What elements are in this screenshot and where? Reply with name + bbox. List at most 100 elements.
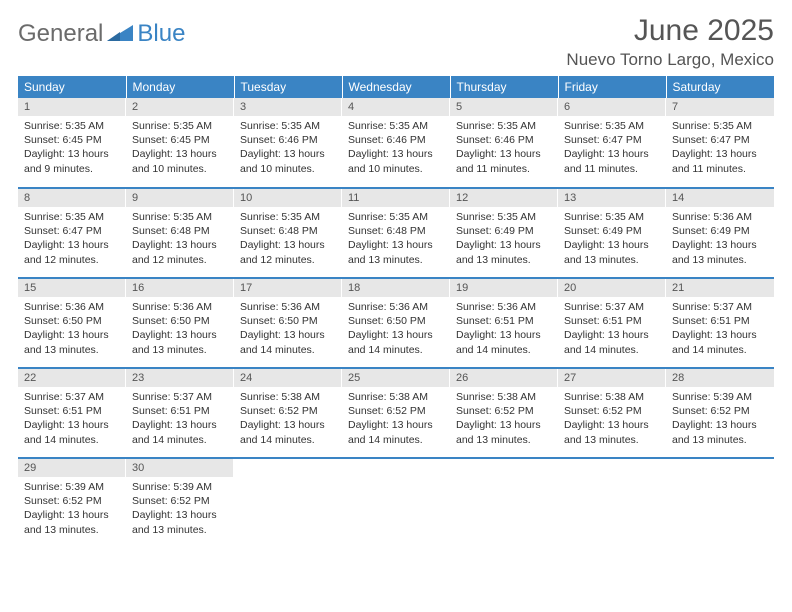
calendar-cell: 15Sunrise: 5:36 AMSunset: 6:50 PMDayligh… [18, 278, 126, 368]
logo-triangle-icon [107, 23, 133, 46]
day-number: 20 [558, 279, 666, 297]
weekday-header: Sunday [18, 76, 126, 98]
day-detail: Sunrise: 5:35 AMSunset: 6:45 PMDaylight:… [126, 116, 234, 182]
calendar-cell: 4Sunrise: 5:35 AMSunset: 6:46 PMDaylight… [342, 98, 450, 188]
page-title: June 2025 [566, 14, 774, 48]
day-number: 12 [450, 189, 558, 207]
day-detail: Sunrise: 5:35 AMSunset: 6:48 PMDaylight:… [342, 207, 450, 273]
logo-word-blue: Blue [137, 20, 185, 48]
day-detail: Sunrise: 5:36 AMSunset: 6:51 PMDaylight:… [450, 297, 558, 363]
day-detail: Sunrise: 5:37 AMSunset: 6:51 PMDaylight:… [558, 297, 666, 363]
day-number: 10 [234, 189, 342, 207]
day-detail: Sunrise: 5:35 AMSunset: 6:46 PMDaylight:… [450, 116, 558, 182]
day-detail: Sunrise: 5:36 AMSunset: 6:50 PMDaylight:… [342, 297, 450, 363]
calendar-row: 22Sunrise: 5:37 AMSunset: 6:51 PMDayligh… [18, 368, 774, 458]
calendar-cell: 8Sunrise: 5:35 AMSunset: 6:47 PMDaylight… [18, 188, 126, 278]
calendar-cell: 10Sunrise: 5:35 AMSunset: 6:48 PMDayligh… [234, 188, 342, 278]
day-detail: Sunrise: 5:39 AMSunset: 6:52 PMDaylight:… [18, 477, 126, 543]
calendar-cell: 23Sunrise: 5:37 AMSunset: 6:51 PMDayligh… [126, 368, 234, 458]
day-number: 27 [558, 369, 666, 387]
calendar-cell: 16Sunrise: 5:36 AMSunset: 6:50 PMDayligh… [126, 278, 234, 368]
day-detail: Sunrise: 5:36 AMSunset: 6:50 PMDaylight:… [18, 297, 126, 363]
day-detail: Sunrise: 5:38 AMSunset: 6:52 PMDaylight:… [234, 387, 342, 453]
calendar-cell [234, 458, 342, 548]
logo-word-general: General [18, 20, 103, 48]
day-number: 21 [666, 279, 774, 297]
calendar-cell: 12Sunrise: 5:35 AMSunset: 6:49 PMDayligh… [450, 188, 558, 278]
weekday-header: Monday [126, 76, 234, 98]
calendar-body: 1Sunrise: 5:35 AMSunset: 6:45 PMDaylight… [18, 98, 774, 548]
day-number: 30 [126, 459, 234, 477]
weekday-header: Friday [558, 76, 666, 98]
day-detail: Sunrise: 5:36 AMSunset: 6:50 PMDaylight:… [234, 297, 342, 363]
day-number: 5 [450, 98, 558, 116]
day-number: 15 [18, 279, 126, 297]
calendar-cell: 30Sunrise: 5:39 AMSunset: 6:52 PMDayligh… [126, 458, 234, 548]
calendar-row: 1Sunrise: 5:35 AMSunset: 6:45 PMDaylight… [18, 98, 774, 188]
day-detail: Sunrise: 5:35 AMSunset: 6:48 PMDaylight:… [126, 207, 234, 273]
calendar-cell: 19Sunrise: 5:36 AMSunset: 6:51 PMDayligh… [450, 278, 558, 368]
day-number: 29 [18, 459, 126, 477]
calendar-cell: 18Sunrise: 5:36 AMSunset: 6:50 PMDayligh… [342, 278, 450, 368]
day-number: 8 [18, 189, 126, 207]
day-number: 6 [558, 98, 666, 116]
weekday-header: Tuesday [234, 76, 342, 98]
calendar-row: 29Sunrise: 5:39 AMSunset: 6:52 PMDayligh… [18, 458, 774, 548]
calendar-cell: 21Sunrise: 5:37 AMSunset: 6:51 PMDayligh… [666, 278, 774, 368]
location-subtitle: Nuevo Torno Largo, Mexico [566, 50, 774, 70]
header: General Blue June 2025 Nuevo Torno Largo… [18, 14, 774, 70]
calendar-cell: 2Sunrise: 5:35 AMSunset: 6:45 PMDaylight… [126, 98, 234, 188]
logo: General Blue [18, 20, 185, 48]
weekday-header: Wednesday [342, 76, 450, 98]
calendar-cell: 28Sunrise: 5:39 AMSunset: 6:52 PMDayligh… [666, 368, 774, 458]
calendar-cell: 5Sunrise: 5:35 AMSunset: 6:46 PMDaylight… [450, 98, 558, 188]
day-number: 2 [126, 98, 234, 116]
day-detail: Sunrise: 5:35 AMSunset: 6:48 PMDaylight:… [234, 207, 342, 273]
day-detail: Sunrise: 5:39 AMSunset: 6:52 PMDaylight:… [126, 477, 234, 543]
day-number: 9 [126, 189, 234, 207]
calendar-cell: 7Sunrise: 5:35 AMSunset: 6:47 PMDaylight… [666, 98, 774, 188]
day-number: 14 [666, 189, 774, 207]
day-detail: Sunrise: 5:35 AMSunset: 6:46 PMDaylight:… [342, 116, 450, 182]
day-detail: Sunrise: 5:35 AMSunset: 6:47 PMDaylight:… [558, 116, 666, 182]
calendar-cell [342, 458, 450, 548]
day-detail: Sunrise: 5:35 AMSunset: 6:47 PMDaylight:… [18, 207, 126, 273]
day-number: 19 [450, 279, 558, 297]
day-number: 24 [234, 369, 342, 387]
day-number: 4 [342, 98, 450, 116]
calendar-table: Sunday Monday Tuesday Wednesday Thursday… [18, 76, 774, 548]
day-number: 18 [342, 279, 450, 297]
calendar-row: 15Sunrise: 5:36 AMSunset: 6:50 PMDayligh… [18, 278, 774, 368]
calendar-cell: 26Sunrise: 5:38 AMSunset: 6:52 PMDayligh… [450, 368, 558, 458]
calendar-cell: 6Sunrise: 5:35 AMSunset: 6:47 PMDaylight… [558, 98, 666, 188]
calendar-row: 8Sunrise: 5:35 AMSunset: 6:47 PMDaylight… [18, 188, 774, 278]
day-detail: Sunrise: 5:37 AMSunset: 6:51 PMDaylight:… [126, 387, 234, 453]
day-detail: Sunrise: 5:35 AMSunset: 6:46 PMDaylight:… [234, 116, 342, 182]
weekday-header: Thursday [450, 76, 558, 98]
day-number: 26 [450, 369, 558, 387]
calendar-cell [558, 458, 666, 548]
calendar-cell: 24Sunrise: 5:38 AMSunset: 6:52 PMDayligh… [234, 368, 342, 458]
day-detail: Sunrise: 5:36 AMSunset: 6:50 PMDaylight:… [126, 297, 234, 363]
day-detail: Sunrise: 5:38 AMSunset: 6:52 PMDaylight:… [342, 387, 450, 453]
calendar-cell: 17Sunrise: 5:36 AMSunset: 6:50 PMDayligh… [234, 278, 342, 368]
calendar-cell: 27Sunrise: 5:38 AMSunset: 6:52 PMDayligh… [558, 368, 666, 458]
day-detail: Sunrise: 5:35 AMSunset: 6:47 PMDaylight:… [666, 116, 774, 182]
day-number: 22 [18, 369, 126, 387]
weekday-header: Saturday [666, 76, 774, 98]
calendar-cell [450, 458, 558, 548]
calendar-cell: 22Sunrise: 5:37 AMSunset: 6:51 PMDayligh… [18, 368, 126, 458]
day-detail: Sunrise: 5:38 AMSunset: 6:52 PMDaylight:… [450, 387, 558, 453]
day-number: 11 [342, 189, 450, 207]
day-number: 7 [666, 98, 774, 116]
day-detail: Sunrise: 5:35 AMSunset: 6:49 PMDaylight:… [558, 207, 666, 273]
calendar-cell [666, 458, 774, 548]
calendar-cell: 1Sunrise: 5:35 AMSunset: 6:45 PMDaylight… [18, 98, 126, 188]
day-detail: Sunrise: 5:37 AMSunset: 6:51 PMDaylight:… [18, 387, 126, 453]
calendar-cell: 9Sunrise: 5:35 AMSunset: 6:48 PMDaylight… [126, 188, 234, 278]
weekday-header-row: Sunday Monday Tuesday Wednesday Thursday… [18, 76, 774, 98]
day-number: 3 [234, 98, 342, 116]
calendar-cell: 13Sunrise: 5:35 AMSunset: 6:49 PMDayligh… [558, 188, 666, 278]
day-number: 13 [558, 189, 666, 207]
day-number: 23 [126, 369, 234, 387]
